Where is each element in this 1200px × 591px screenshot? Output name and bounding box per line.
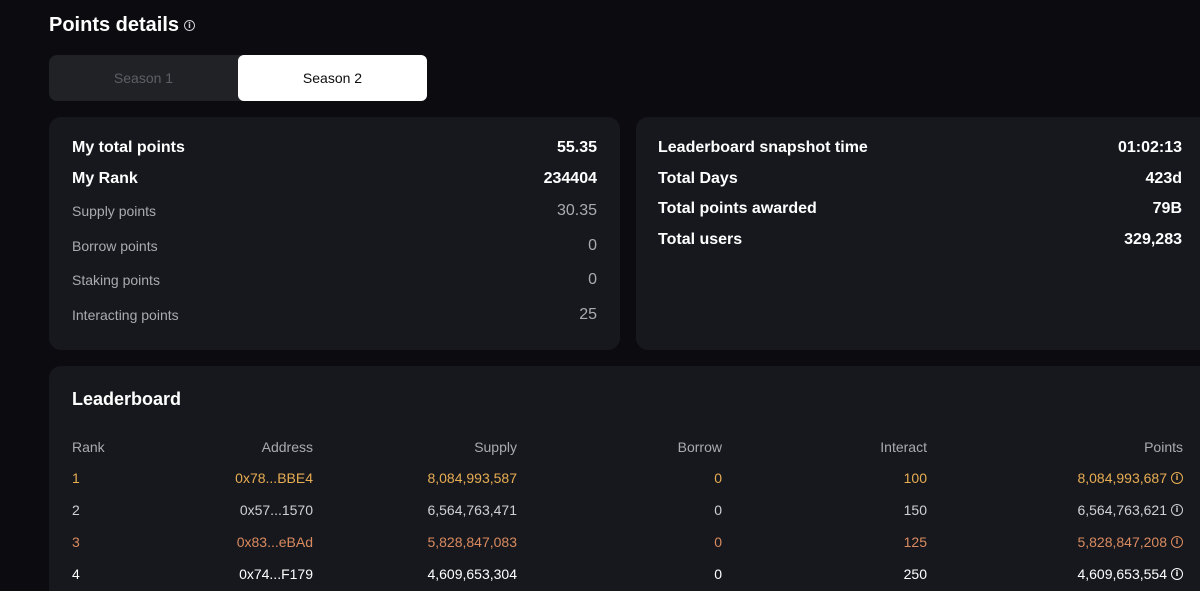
total-users-label: Total users <box>658 230 743 248</box>
total-days-value: 423d <box>1145 169 1182 187</box>
info-icon[interactable]: i <box>1171 504 1183 516</box>
leaderboard-table: Rank Address Supply Borrow Interact Poin… <box>72 431 1183 590</box>
borrow-cell: 0 <box>714 502 722 518</box>
total-days-row: Total Days 423d <box>658 164 1182 195</box>
supply-points-row: Supply points 30.35 <box>72 194 597 229</box>
total-points-awarded-row: Total points awarded 79B <box>658 194 1182 225</box>
borrow-cell: 0 <box>714 470 722 486</box>
snapshot-time-value: 01:02:13 <box>1117 139 1182 157</box>
info-icon[interactable]: i <box>1171 472 1183 484</box>
total-days-label: Total Days <box>658 169 738 187</box>
rank-cell: 1 <box>72 470 80 486</box>
table-row[interactable]: 3 0x83...eBAd 5,828,847,083 0 125 5,828,… <box>72 526 1183 558</box>
points-cell: 8,084,993,687 i <box>927 462 1183 494</box>
interacting-points-value: 25 <box>579 305 597 323</box>
info-icon[interactable]: i <box>1171 536 1183 548</box>
snapshot-time-label: Leaderboard snapshot time <box>658 139 868 157</box>
rank-cell: 2 <box>72 502 80 518</box>
interact-cell: 250 <box>903 566 927 582</box>
my-rank-value: 234404 <box>543 169 597 187</box>
leaderboard-title: Leaderboard <box>72 389 182 409</box>
rank-cell: 4 <box>72 566 80 582</box>
borrow-cell: 0 <box>714 566 722 582</box>
table-row[interactable]: 2 0x57...1570 6,564,763,471 0 150 6,564,… <box>72 494 1183 526</box>
interact-cell: 125 <box>903 534 927 550</box>
borrow-points-label: Borrow points <box>72 237 158 254</box>
leaderboard-stats-card: Leaderboard snapshot time 01:02:13 Total… <box>636 117 1200 350</box>
interact-cell: 100 <box>903 470 927 486</box>
column-header-supply: Supply <box>474 438 517 455</box>
column-header-borrow: Borrow <box>677 438 722 455</box>
supply-cell: 8,084,993,587 <box>427 470 517 486</box>
total-users-row: Total users 329,283 <box>658 225 1182 256</box>
points-cell: 5,828,847,208 i <box>927 526 1183 558</box>
address-cell[interactable]: 0x78...BBE4 <box>235 470 313 486</box>
borrow-cell: 0 <box>714 534 722 550</box>
column-header-interact: Interact <box>880 438 927 455</box>
supply-points-value: 30.35 <box>556 202 597 220</box>
info-icon[interactable]: i <box>1171 568 1183 580</box>
page-title: Points details i <box>49 14 196 37</box>
column-header-rank: Rank <box>72 438 105 455</box>
points-value: 4,609,653,554 <box>1077 566 1167 582</box>
column-header-points: Points <box>1144 438 1183 455</box>
table-header-row: Rank Address Supply Borrow Interact Poin… <box>72 431 1183 462</box>
column-header-address: Address <box>261 438 313 455</box>
points-value: 6,564,763,621 <box>1077 502 1167 518</box>
borrow-points-row: Borrow points 0 <box>72 229 597 264</box>
total-points-label: My total points <box>72 139 185 157</box>
supply-cell: 4,609,653,304 <box>427 566 517 582</box>
supply-points-label: Supply points <box>72 203 157 220</box>
table-row[interactable]: 1 0x78...BBE4 8,084,993,587 0 100 8,084,… <box>72 462 1183 494</box>
season-tabs: Season 1 Season 2 <box>49 55 427 101</box>
address-cell[interactable]: 0x74...F179 <box>239 566 313 582</box>
points-value: 5,828,847,208 <box>1077 534 1167 550</box>
rank-cell: 3 <box>72 534 80 550</box>
points-value: 8,084,993,687 <box>1077 470 1167 486</box>
tab-season-2[interactable]: Season 2 <box>238 55 427 101</box>
interacting-points-row: Interacting points 25 <box>72 298 597 333</box>
points-cell: 4,609,653,554 i <box>927 558 1183 590</box>
address-cell[interactable]: 0x57...1570 <box>239 502 313 518</box>
supply-cell: 6,564,763,471 <box>427 502 517 518</box>
address-cell[interactable]: 0x83...eBAd <box>236 534 313 550</box>
staking-points-label: Staking points <box>72 272 160 289</box>
points-cell: 6,564,763,621 i <box>927 494 1183 526</box>
total-points-awarded-value: 79B <box>1152 200 1182 218</box>
my-rank-row: My Rank 234404 <box>72 164 597 195</box>
tab-season-1[interactable]: Season 1 <box>113 70 174 86</box>
snapshot-time-row: Leaderboard snapshot time 01:02:13 <box>658 133 1182 164</box>
table-row[interactable]: 4 0x74...F179 4,609,653,304 0 250 4,609,… <box>72 558 1183 590</box>
my-points-card: My total points 55.35 My Rank 234404 Sup… <box>49 117 620 350</box>
interact-cell: 150 <box>903 502 927 518</box>
total-points-row: My total points 55.35 <box>72 133 597 164</box>
staking-points-row: Staking points 0 <box>72 263 597 298</box>
interacting-points-label: Interacting points <box>72 306 179 323</box>
my-rank-label: My Rank <box>72 169 138 187</box>
supply-cell: 5,828,847,083 <box>427 534 517 550</box>
total-points-awarded-label: Total points awarded <box>658 200 817 218</box>
leaderboard-card: Leaderboard Rank Address Supply Borrow I… <box>49 366 1200 591</box>
staking-points-value: 0 <box>588 271 597 289</box>
total-points-value: 55.35 <box>556 139 597 157</box>
borrow-points-value: 0 <box>588 236 597 254</box>
page-title-text: Points details <box>49 14 180 36</box>
total-users-value: 329,283 <box>1124 230 1182 248</box>
info-icon[interactable]: i <box>184 20 196 31</box>
